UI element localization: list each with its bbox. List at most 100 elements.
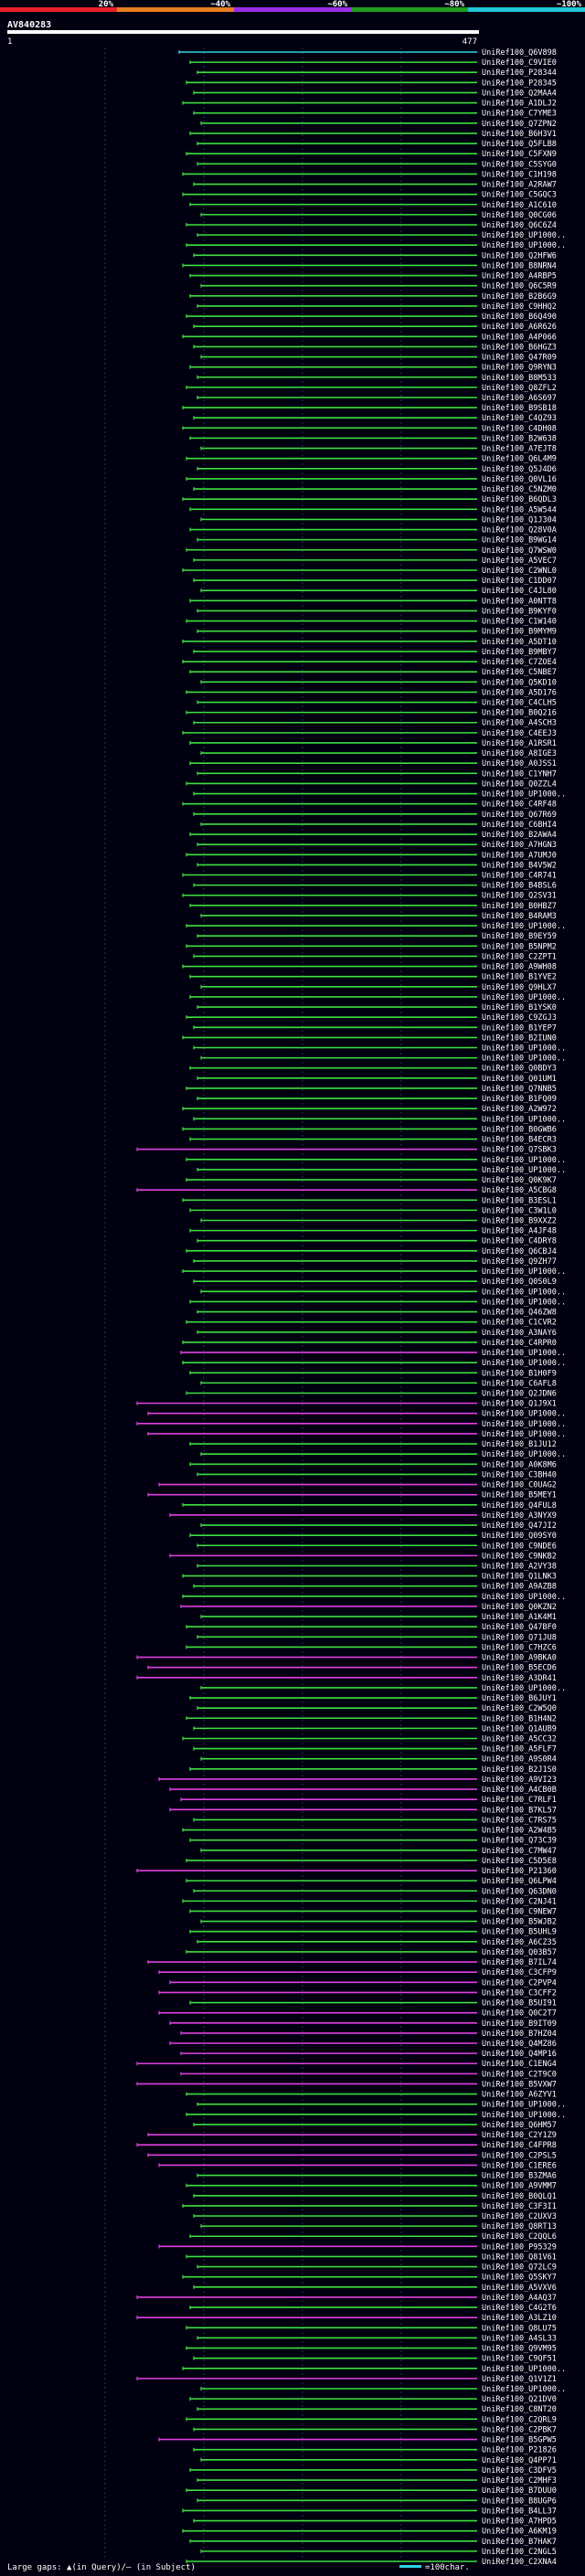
hit-row[interactable]: UniRef100_Q47JI2 [200, 1521, 557, 1531]
hit-label[interactable]: UniRef100_B4RAM3 [482, 912, 557, 921]
hit-row[interactable]: UniRef100_Q2MAA4 [193, 89, 557, 98]
hit-row[interactable]: UniRef100_Q6C6Z4 [186, 221, 557, 230]
hit-label[interactable]: UniRef100_A6CZ35 [482, 1938, 557, 1947]
hit-label[interactable]: UniRef100_Q6C5R9 [482, 282, 557, 292]
hit-label[interactable]: UniRef100_C4FPR8 [482, 2141, 557, 2150]
hit-label[interactable]: UniRef100_C2QQL6 [482, 2232, 557, 2242]
hit-label[interactable]: UniRef100_B0GWB6 [482, 1125, 557, 1134]
hit-row[interactable]: UniRef100_C5GQC3 [182, 191, 557, 200]
hit-row[interactable]: UniRef100_A5W544 [189, 505, 557, 514]
hit-label[interactable]: UniRef100_B8M533 [482, 374, 557, 383]
hit-label[interactable]: UniRef100_C1H198 [482, 170, 557, 179]
hit-row[interactable]: UniRef100_A4CB0B [169, 1786, 557, 1795]
hit-row[interactable]: UniRef100_A3LZ10 [136, 2314, 557, 2323]
hit-row[interactable]: UniRef100_C2NJ41 [182, 1897, 557, 1906]
hit-label[interactable]: UniRef100_Q8ZFL2 [482, 384, 557, 393]
hit-label[interactable]: UniRef100_Q4MP16 [482, 2050, 557, 2059]
hit-label[interactable]: UniRef100_Q1J9X1 [482, 1400, 557, 1409]
hit-label[interactable]: UniRef100_Q73C39 [482, 1837, 557, 1846]
hit-row[interactable]: UniRef100_Q1J304 [200, 515, 557, 525]
hit-label[interactable]: UniRef100_B7DUU0 [482, 2486, 557, 2496]
hit-label[interactable]: UniRef100_B4V5W2 [482, 861, 557, 870]
hit-row[interactable]: UniRef100_Q6LPW4 [186, 1877, 557, 1886]
hit-label[interactable]: UniRef100_UP1000.. [482, 1288, 566, 1297]
hit-label[interactable]: UniRef100_Q6V898 [482, 48, 557, 58]
hit-row[interactable]: UniRef100_B7KL57 [169, 1806, 557, 1815]
hit-label[interactable]: UniRef100_C4JL80 [482, 587, 557, 596]
hit-row[interactable]: UniRef100_Q47R09 [200, 354, 557, 363]
hit-row[interactable]: UniRef100_A3NYX9 [169, 1511, 557, 1521]
hit-label[interactable]: UniRef100_UP1000.. [482, 2385, 566, 2394]
hit-label[interactable]: UniRef100_Q1AUB9 [482, 1724, 557, 1733]
hit-row[interactable]: UniRef100_C2PBK7 [193, 2425, 557, 2434]
hit-label[interactable]: UniRef100_Q2JDN6 [482, 1389, 557, 1398]
hit-row[interactable]: UniRef100_C4DH08 [182, 424, 557, 433]
hit-label[interactable]: UniRef100_C7RS75 [482, 1816, 557, 1825]
hit-label[interactable]: UniRef100_Q9HLX7 [482, 983, 557, 992]
hit-row[interactable]: UniRef100_Q0VL16 [186, 475, 557, 484]
hit-label[interactable]: UniRef100_B6Q490 [482, 313, 557, 322]
hit-row[interactable]: UniRef100_Q6CBJ4 [186, 1247, 557, 1256]
hit-row[interactable]: UniRef100_A1RSR1 [189, 739, 557, 748]
hit-row[interactable]: UniRef100_UP1000.. [197, 1166, 566, 1175]
hit-row[interactable]: UniRef100_Q1V1Z1 [136, 2375, 557, 2384]
hit-label[interactable]: UniRef100_Q1V1Z1 [482, 2375, 557, 2384]
hit-row[interactable]: UniRef100_Q0S0L9 [193, 1277, 557, 1287]
hit-label[interactable]: UniRef100_A7EJT8 [482, 445, 557, 454]
hit-label[interactable]: UniRef100_B1JU12 [482, 1440, 557, 1449]
hit-row[interactable]: UniRef100_Q6HM57 [193, 2121, 557, 2130]
hit-label[interactable]: UniRef100_B2B6G9 [482, 292, 557, 302]
hit-label[interactable]: UniRef100_C3CFF2 [482, 1988, 557, 1998]
hit-row[interactable]: UniRef100_A6CZ35 [197, 1938, 557, 1947]
hit-label[interactable]: UniRef100_Q03B57 [482, 1948, 557, 1957]
hit-row[interactable]: UniRef100_UP1000.. [200, 1684, 566, 1693]
hit-row[interactable]: UniRef100_B9SB18 [182, 404, 557, 413]
hit-row[interactable]: UniRef100_C7YME3 [193, 110, 557, 119]
hit-label[interactable]: UniRef100_B9EY59 [482, 932, 557, 941]
hit-label[interactable]: UniRef100_Q4PP71 [482, 2456, 557, 2465]
hit-label[interactable]: UniRef100_UP1000.. [482, 231, 566, 240]
hit-label[interactable]: UniRef100_B5WJB2 [482, 1918, 557, 1927]
hit-label[interactable]: UniRef100_C2UXV3 [482, 2212, 557, 2221]
hit-label[interactable]: UniRef100_Q1J304 [482, 515, 557, 525]
hit-row[interactable]: UniRef100_A1C610 [189, 201, 557, 210]
hit-label[interactable]: UniRef100_B4BSL6 [482, 882, 557, 891]
hit-row[interactable]: UniRef100_A2W972 [182, 1105, 557, 1114]
hit-label[interactable]: UniRef100_C2NGL5 [482, 2548, 557, 2557]
hit-row[interactable]: UniRef100_C2WNL0 [182, 567, 557, 576]
hit-row[interactable]: UniRef100_Q2HFW6 [193, 251, 557, 260]
hit-label[interactable]: UniRef100_C6AFL8 [482, 1379, 557, 1388]
hit-label[interactable]: UniRef100_UP1000.. [482, 1166, 566, 1175]
hit-label[interactable]: UniRef100_Q6LPW4 [482, 1877, 557, 1886]
hit-label[interactable]: UniRef100_C2PBK7 [482, 2425, 557, 2434]
hit-row[interactable]: UniRef100_B7DUU0 [186, 2486, 557, 2496]
hit-row[interactable]: UniRef100_UP1000.. [180, 1349, 566, 1358]
hit-label[interactable]: UniRef100_C0UAG2 [482, 1481, 557, 1490]
hit-label[interactable]: UniRef100_C3F3I1 [482, 2202, 557, 2211]
hit-row[interactable]: UniRef100_A0NTT8 [189, 597, 557, 606]
hit-row[interactable]: UniRef100_B1YVE2 [189, 973, 557, 982]
hit-row[interactable]: UniRef100_B5NPM2 [186, 942, 557, 951]
hit-label[interactable]: UniRef100_C2PVP4 [482, 1978, 557, 1988]
hit-label[interactable]: UniRef100_A4JF48 [482, 1227, 557, 1236]
hit-row[interactable]: UniRef100_Q81V61 [186, 2253, 557, 2262]
hit-row[interactable]: UniRef100_A5CC32 [182, 1734, 557, 1744]
hit-row[interactable]: UniRef100_UP1000.. [186, 1156, 566, 1165]
hit-row[interactable]: UniRef100_Q0K9K7 [186, 1176, 557, 1185]
hit-row[interactable]: UniRef100_B6QDL3 [182, 495, 557, 504]
hit-label[interactable]: UniRef100_Q7SBK3 [482, 1146, 557, 1155]
hit-label[interactable]: UniRef100_B6JUY1 [482, 1694, 557, 1703]
hit-label[interactable]: UniRef100_Q8RT13 [482, 2222, 557, 2231]
hit-label[interactable]: UniRef100_B9IT09 [482, 2019, 557, 2029]
hit-row[interactable]: UniRef100_C2PVP4 [169, 1978, 557, 1988]
hit-label[interactable]: UniRef100_Q0BDY3 [482, 1065, 557, 1074]
hit-row[interactable]: UniRef100_Q71JU8 [197, 1633, 557, 1642]
hit-row[interactable]: UniRef100_Q47BF0 [186, 1623, 557, 1632]
hit-row[interactable]: UniRef100_UP1000.. [182, 1359, 566, 1368]
hit-label[interactable]: UniRef100_Q21DV0 [482, 2395, 557, 2404]
hit-label[interactable]: UniRef100_Q0C2T7 [482, 2009, 557, 2019]
hit-row[interactable]: UniRef100_B7HZ04 [180, 2030, 557, 2039]
hit-row[interactable]: UniRef100_B1H4N2 [186, 1714, 557, 1723]
hit-label[interactable]: UniRef100_Q1LNK3 [482, 1573, 557, 1582]
hit-row[interactable]: UniRef100_UP1000.. [182, 1593, 566, 1602]
